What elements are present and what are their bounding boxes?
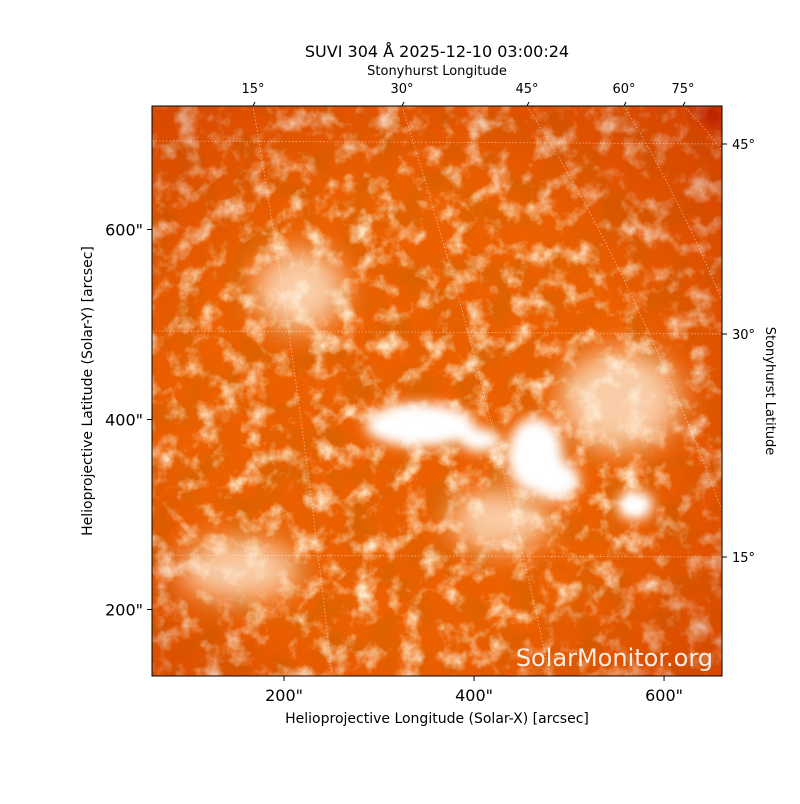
top-tick-label: 15° — [241, 82, 264, 97]
top-tick-label: 45° — [515, 82, 538, 97]
top-tick — [682, 101, 686, 107]
top-tick-label: 60° — [612, 82, 635, 97]
x-axis-label: Helioprojective Longitude (Solar-X) [arc… — [285, 711, 589, 727]
y-tick-label: 600" — [105, 221, 143, 240]
x-tick-label: 400" — [455, 686, 493, 705]
top-axis-label: Stonyhurst Longitude — [367, 64, 507, 79]
right-tick-label: 30° — [732, 328, 755, 343]
top-tick — [252, 101, 256, 107]
coordinate-grid — [152, 106, 722, 676]
y-tick-label: 400" — [105, 411, 143, 430]
right-axis-label: Stonyhurst Latitude — [762, 327, 777, 456]
plot-frame — [151, 105, 723, 677]
watermark: SolarMonitor.org — [516, 644, 713, 672]
top-tick — [623, 101, 627, 107]
x-tick-label: 200" — [265, 686, 303, 705]
chart-title: SUVI 304 Å 2025-12-10 03:00:24 — [305, 42, 569, 61]
right-tick-label: 15° — [732, 551, 755, 566]
top-tick — [401, 101, 405, 107]
y-axis-label: Helioprojective Latitude (Solar-Y) [arcs… — [80, 246, 96, 536]
top-tick-label: 30° — [390, 82, 413, 97]
y-tick-label: 200" — [105, 601, 143, 620]
top-tick — [526, 101, 530, 107]
right-tick-label: 45° — [732, 138, 755, 153]
x-tick-label: 600" — [645, 686, 683, 705]
solar-image — [152, 106, 722, 676]
top-tick-label: 75° — [671, 82, 694, 97]
